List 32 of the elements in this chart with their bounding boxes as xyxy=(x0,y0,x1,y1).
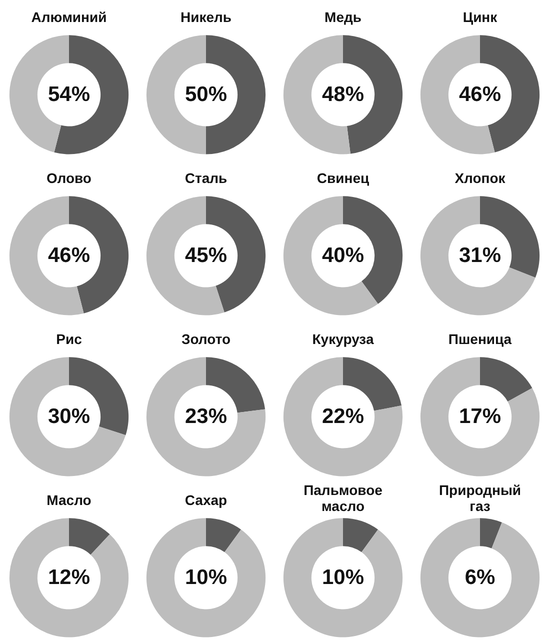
chart-title: Олово xyxy=(46,170,92,186)
chart-title: Масло xyxy=(46,492,92,508)
text: 10% xyxy=(322,566,364,590)
chart-title: Алюминий xyxy=(31,9,107,26)
chart-title: Цинк xyxy=(462,9,498,26)
chart-title: Пальмовое масло xyxy=(304,482,383,514)
chart-title: Пшеница xyxy=(448,331,512,348)
chart-title: Хлопок xyxy=(454,170,506,186)
text: 6% xyxy=(464,566,496,590)
chart-title: Природный газ xyxy=(438,482,522,514)
text: 12% xyxy=(48,566,90,590)
chart-title: Кукуруза xyxy=(312,331,374,348)
text: 10% xyxy=(184,566,228,590)
text: 23% xyxy=(184,405,228,428)
text: 46% xyxy=(48,244,90,268)
text: 46% xyxy=(458,83,502,106)
text: 54% xyxy=(48,83,90,106)
text: 48% xyxy=(322,83,364,106)
text: 17% xyxy=(458,405,502,428)
chart-title: Сахар xyxy=(184,492,228,508)
text: 30% xyxy=(48,405,90,428)
chart-title: Свинец xyxy=(316,170,370,186)
chart-title: Золото xyxy=(181,331,231,348)
text: 22% xyxy=(322,405,364,428)
text: 45% xyxy=(184,244,228,268)
text: 40% xyxy=(322,244,364,268)
text: 31% xyxy=(458,244,502,268)
text: 50% xyxy=(184,83,228,106)
chart-title: Сталь xyxy=(184,170,228,186)
chart-title: Рис xyxy=(56,331,82,348)
chart-title: Медь xyxy=(324,9,362,26)
chart-title: Никель xyxy=(180,9,232,26)
